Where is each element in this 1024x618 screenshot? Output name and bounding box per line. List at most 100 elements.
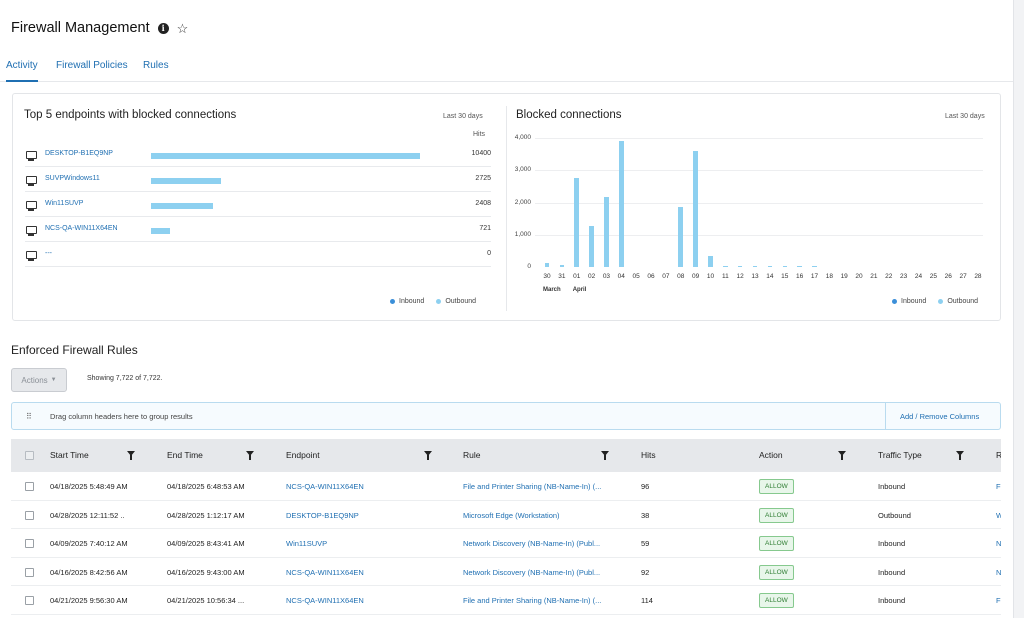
row-checkbox[interactable] [25,482,34,491]
cell-endpoint-link[interactable]: DESKTOP-B1EQ9NP [286,510,359,520]
filter-icon[interactable] [424,451,432,460]
row-checkbox[interactable] [25,596,34,606]
x-tick-label: 08 [677,273,685,280]
row-checkbox[interactable] [25,539,34,549]
endpoint-link[interactable]: NCS-QA-WIN11X64EN [45,225,118,232]
endpoint-link[interactable]: SUVPWindows11 [45,175,100,182]
group-icon: ⠿ [26,412,32,421]
tab-bar: Activity Firewall Policies Rules [0,54,1013,82]
col-rule[interactable]: Rule [463,450,481,460]
group-drop-zone[interactable]: ⠿ Drag column headers here to group resu… [11,402,1001,430]
endpoint-bar[interactable] [151,153,420,159]
cell-rule-link[interactable]: Network Discovery (NB-Name-In) (Publ... [463,567,601,577]
endpoint-hits: 10400 [471,150,491,157]
col-truncated[interactable]: R [996,450,1001,460]
group-hint: Drag column headers here to group result… [50,412,193,421]
bar-outbound[interactable] [619,140,624,267]
cell-truncated-link[interactable]: F [996,596,1001,606]
x-tick-label: 16 [795,273,804,280]
col-traffic-type[interactable]: Traffic Type [878,450,922,460]
tab-activity[interactable]: Activity [6,54,38,82]
action-badge: ALLOW [759,564,794,580]
filter-icon[interactable] [601,451,609,460]
cell-endpoint-link[interactable]: Win11SUVP [286,539,328,549]
filter-icon[interactable] [838,451,846,460]
cell-endpoint-link[interactable]: NCS-QA-WIN11X64EN [286,482,364,491]
blocked-connections-legend: Inbound Outbound [892,298,978,305]
cell-endpoint-link[interactable]: NCS-QA-WIN11X64EN [286,596,364,606]
row-checkbox[interactable] [25,567,34,577]
x-tick-label: 25 [929,273,937,280]
cell-rule-link[interactable]: Microsoft Edge (Workstation) [463,510,560,520]
filter-icon[interactable] [956,451,964,460]
actions-button[interactable]: Actions ▼ [11,368,67,392]
table-row[interactable]: 04/16/2025 8:42:56 AM 04/16/2025 9:43:00 … [11,558,1001,587]
cell-traffic-type: Inbound [878,482,906,491]
cell-rule-link[interactable]: File and Printer Sharing (NB-Name-In) (.… [463,596,602,606]
row-checkbox[interactable] [25,510,34,520]
x-tick-label: 12 [736,273,744,280]
tab-firewall-policies[interactable]: Firewall Policies [56,60,128,71]
select-all-checkbox[interactable] [25,451,34,460]
cell-truncated-link[interactable]: W [996,511,1001,520]
endpoint-bar[interactable] [151,228,170,234]
endpoint-link[interactable]: Win11SUVP [45,200,84,207]
cell-endpoint-link[interactable]: NCS-QA-WIN11X64EN [286,567,364,577]
bar-outbound[interactable] [678,206,683,267]
bar-outbound[interactable] [767,265,773,267]
x-tick-label: 17 [810,273,819,280]
bar-outbound[interactable] [544,263,550,267]
bar-outbound[interactable] [782,265,787,267]
col-start-time[interactable]: Start Time [50,450,89,460]
endpoint-bar[interactable] [151,203,214,209]
cell-rule-link[interactable]: File and Printer Sharing (NB-Name-In) (.… [463,482,602,491]
bar-outbound[interactable] [723,265,728,267]
blocked-connections-period: Last 30 days [945,113,985,120]
x-tick-label: 31 [558,273,566,280]
legend-outbound: Outbound [436,298,476,305]
filter-icon[interactable] [127,451,135,460]
bar-outbound[interactable] [708,255,713,267]
tab-rules[interactable]: Rules [143,60,169,71]
col-end-time[interactable]: End Time [167,450,203,460]
y-tick-label: 1,000 [514,230,531,238]
cell-truncated-link[interactable]: N [996,539,1001,549]
page-title: Firewall Management [11,20,150,36]
star-icon[interactable]: ☆ [176,20,189,36]
bar-outbound[interactable] [693,150,698,267]
endpoint-link[interactable]: DESKTOP-B1EQ9NP [45,150,113,157]
col-hits[interactable]: Hits [641,450,656,460]
bar-outbound[interactable] [752,265,758,267]
x-tick-label: 19 [840,273,848,280]
col-endpoint[interactable]: Endpoint [286,450,320,460]
endpoint-hits: 2725 [475,175,491,182]
cell-start-time: 04/09/2025 7:40:12 AM [50,539,128,549]
table-row[interactable]: 04/09/2025 7:40:12 AM 04/09/2025 8:43:41 … [11,529,1001,558]
bar-outbound[interactable] [589,226,594,267]
x-tick-label: 10 [706,273,715,280]
filter-icon[interactable] [246,451,254,460]
add-remove-columns-button[interactable]: Add / Remove Columns [900,412,980,421]
endpoint-row: NCS-QA-WIN11X64EN 721 [25,218,491,242]
bar-outbound[interactable] [737,265,743,267]
table-row[interactable]: 04/21/2025 9:56:30 AM 04/21/2025 10:56:34… [11,586,1001,615]
cell-truncated-link[interactable]: F [996,482,1001,491]
bar-outbound[interactable] [797,265,802,267]
bar-outbound[interactable] [604,197,609,267]
table-row[interactable]: 04/18/2025 5:48:49 AM 04/18/2025 6:48:53 … [11,472,1001,501]
info-icon[interactable]: i [157,22,169,34]
bar-outbound[interactable] [559,265,565,267]
cell-rule-link[interactable]: Network Discovery (NB-Name-In) (Publ... [463,539,601,549]
bar-outbound[interactable] [574,178,579,267]
col-action[interactable]: Action [759,450,783,460]
endpoint-link[interactable]: --- [45,250,52,257]
group-bar-separator [885,403,886,429]
cell-truncated-link[interactable]: N [996,567,1001,577]
x-tick-label: 24 [914,273,923,280]
endpoint-bar[interactable] [151,178,222,184]
bar-outbound[interactable] [812,265,817,267]
cell-end-time: 04/16/2025 9:43:00 AM [167,567,245,577]
top-endpoints-title: Top 5 endpoints with blocked connections [24,109,237,121]
table-row[interactable]: 04/28/2025 12:11:52 .. 04/28/2025 1:12:17… [11,501,1001,530]
